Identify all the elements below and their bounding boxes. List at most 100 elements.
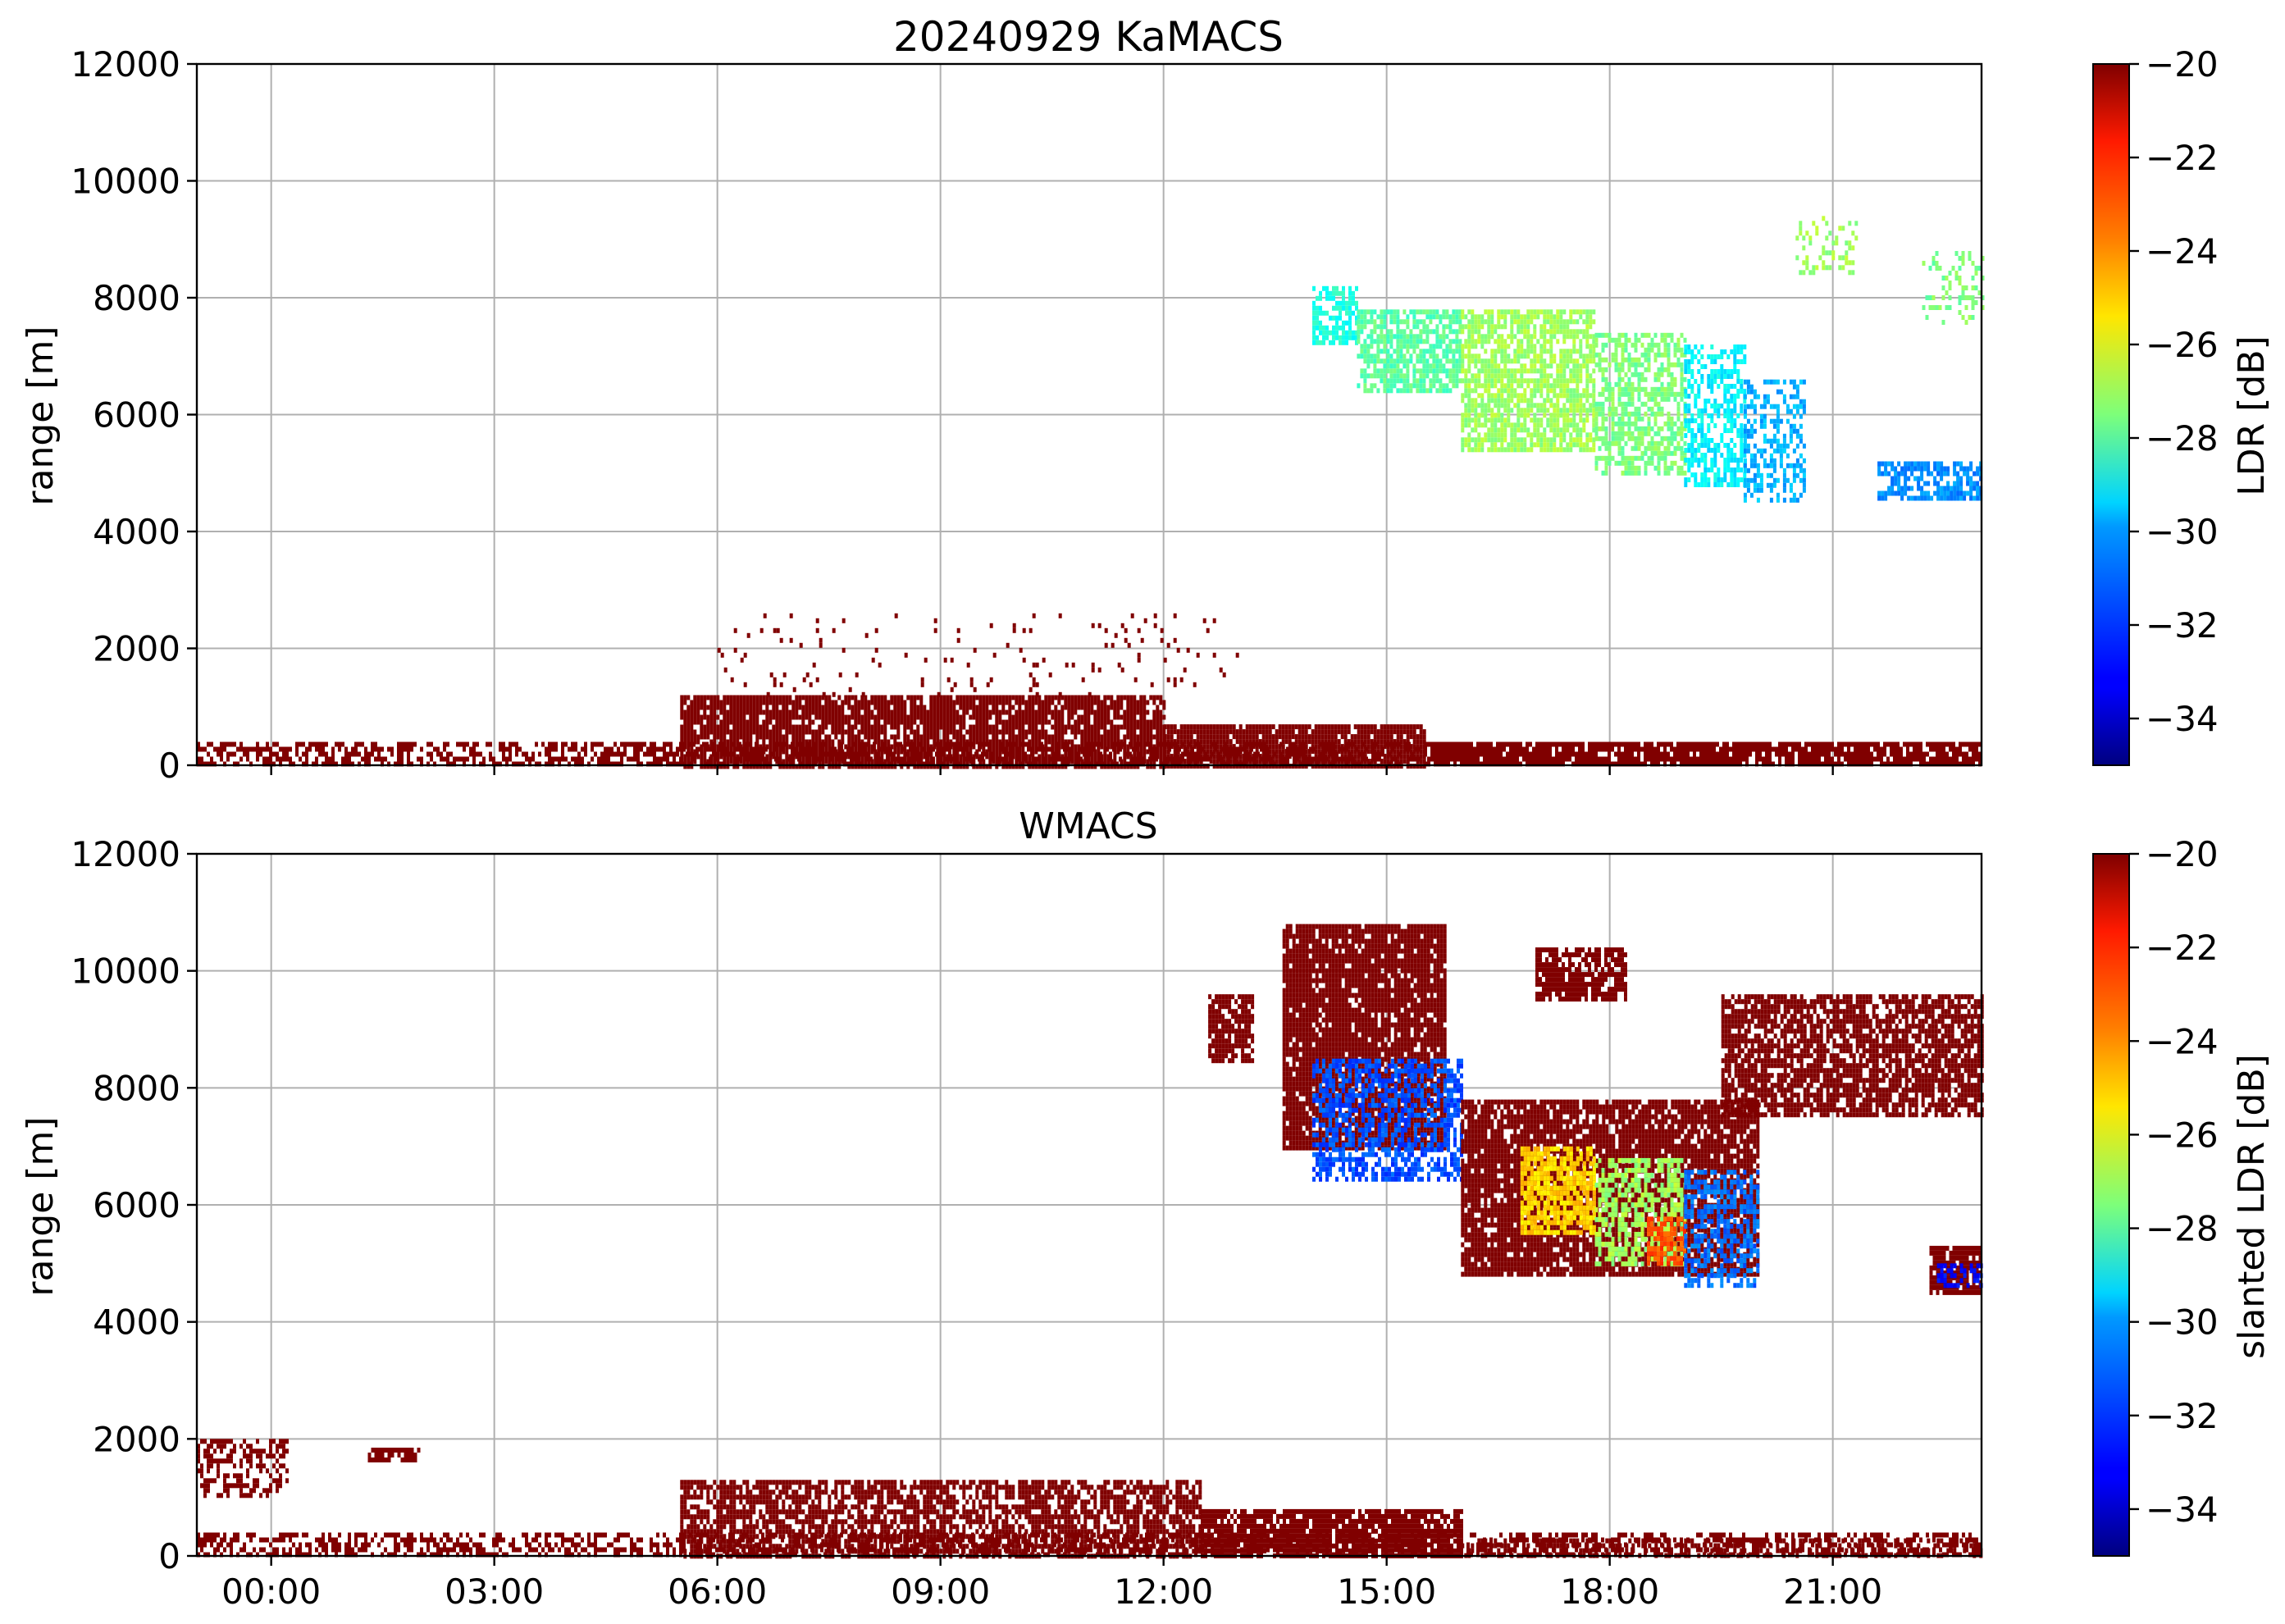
heatmap-cell (713, 700, 717, 705)
heatmap-cell (1526, 756, 1529, 762)
heatmap-cell (1261, 749, 1266, 755)
heatmap-cell (1347, 749, 1351, 755)
heatmap-cell (716, 695, 720, 700)
heatmap-cell (1116, 695, 1120, 700)
heatmap-cell (407, 741, 410, 747)
heatmap-cell (942, 719, 946, 725)
heatmap-cell (1060, 739, 1065, 745)
heatmap-cell (426, 761, 430, 767)
heatmap-cell (723, 734, 727, 740)
heatmap-cell (1952, 761, 1955, 767)
heatmap-cell (620, 761, 623, 767)
heatmap-cell (1434, 746, 1437, 752)
heatmap-cell (847, 744, 851, 750)
heatmap-cell (515, 751, 518, 757)
heatmap-cell (1093, 764, 1097, 769)
heatmap-cell (1057, 739, 1061, 745)
heatmap-cell (1304, 734, 1308, 740)
heatmap-cell (906, 754, 910, 760)
heatmap-cell (1466, 751, 1470, 757)
heatmap-cell (259, 751, 262, 757)
heatmap-cell (656, 761, 659, 767)
heatmap-cell (1840, 741, 1844, 747)
heatmap-cell (1440, 751, 1444, 757)
heatmap-cell (1453, 741, 1457, 747)
heatmap-cell (975, 705, 979, 710)
heatmap-cell (896, 729, 901, 735)
heatmap-cell (1083, 764, 1088, 769)
heatmap-cell (828, 695, 832, 700)
heatmap-cell (821, 719, 825, 725)
heatmap-cell (949, 719, 953, 725)
heatmap-cell (883, 705, 887, 710)
heatmap-cell (1126, 764, 1130, 769)
heatmap-cell (775, 754, 779, 760)
heatmap-cell (824, 695, 828, 700)
heatmap-cell (1206, 749, 1210, 755)
heatmap-cell (1235, 754, 1239, 760)
heatmap-cell (933, 764, 937, 769)
heatmap-cell (1483, 761, 1486, 767)
heatmap-cell (1044, 729, 1048, 735)
heatmap-cell (1411, 756, 1414, 762)
heatmap-cell (1706, 761, 1709, 767)
heatmap-cell (1360, 319, 1364, 325)
heatmap-cell (1373, 354, 1377, 359)
heatmap-cell (1499, 746, 1503, 752)
heatmap-cell (828, 754, 832, 760)
heatmap-cell (646, 746, 650, 752)
heatmap-cell (844, 744, 848, 750)
heatmap-cell (1366, 373, 1371, 379)
heatmap-cell (1109, 751, 1112, 757)
heatmap-cell (857, 764, 861, 769)
heatmap-cell (1555, 741, 1558, 747)
heatmap-cell (1516, 751, 1519, 757)
heatmap-cell (1972, 751, 1975, 757)
heatmap-cell (472, 761, 476, 767)
heatmap-cell (1206, 744, 1210, 750)
heatmap-cell (923, 749, 927, 755)
heatmap-cell (1457, 751, 1460, 757)
heatmap-cell (1146, 759, 1150, 764)
heatmap-cell (1209, 724, 1213, 730)
heatmap-cell (877, 695, 881, 700)
heatmap-cell (1673, 746, 1676, 752)
heatmap-cell (811, 764, 815, 769)
heatmap-cell (916, 764, 920, 769)
heatmap-cell (956, 719, 960, 725)
heatmap-cell (1031, 729, 1035, 735)
heatmap-cell (1347, 724, 1351, 730)
heatmap-cell (653, 751, 656, 757)
heatmap-cell (985, 714, 989, 720)
heatmap-cell (1345, 305, 1348, 311)
heatmap-cell (1248, 744, 1252, 750)
heatmap-cell (887, 764, 891, 769)
heatmap-cell (1419, 739, 1423, 745)
heatmap-cell (854, 764, 858, 769)
heatmap-cell (1360, 344, 1364, 349)
heatmap-cell (1311, 749, 1315, 755)
heatmap-cell (1972, 761, 1975, 767)
heatmap-cell (659, 746, 663, 752)
heatmap-cell (880, 705, 884, 710)
heatmap-cell (1735, 756, 1739, 762)
heatmap-cell (1173, 744, 1177, 750)
heatmap-cell (466, 741, 469, 747)
heatmap-cell (965, 729, 969, 735)
heatmap-cell (978, 695, 983, 700)
heatmap-cell (1294, 734, 1298, 740)
heatmap-cell (1120, 700, 1124, 705)
heatmap-cell (851, 764, 855, 769)
heatmap-cell (995, 734, 999, 740)
heatmap-cell (1627, 751, 1631, 757)
heatmap-cell (1581, 741, 1585, 747)
heatmap-cell (653, 761, 656, 767)
heatmap-cell (1113, 759, 1117, 764)
heatmap-cell (1064, 754, 1068, 760)
heatmap-cell (759, 734, 763, 740)
heatmap-cell (1370, 724, 1374, 730)
heatmap-cell (742, 764, 746, 769)
heatmap-cell (847, 719, 851, 725)
heatmap-cell (805, 759, 809, 764)
heatmap-cell (1929, 746, 1932, 752)
